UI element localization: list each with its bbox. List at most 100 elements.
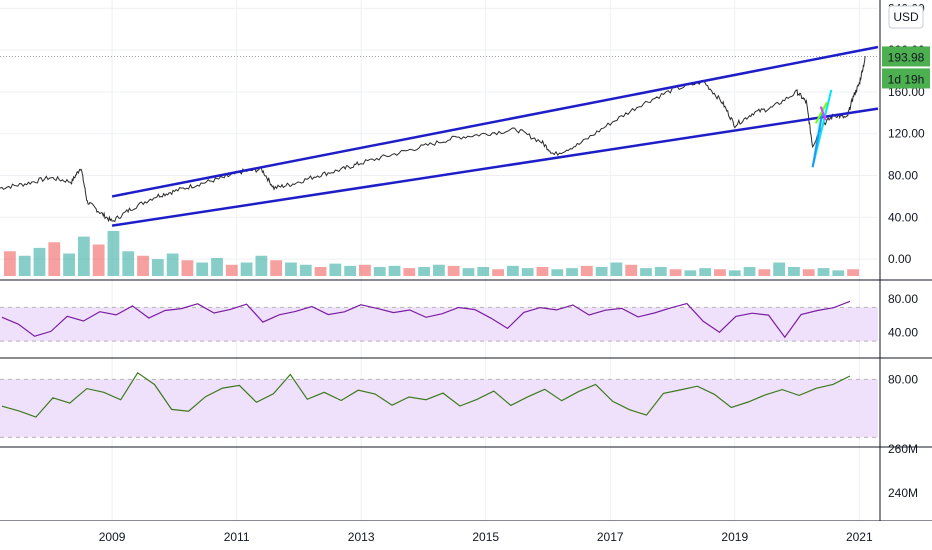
time-tick-label: 2019	[721, 530, 748, 544]
volume-bar	[166, 253, 179, 276]
volume-bar	[477, 267, 490, 276]
volume-bar	[610, 262, 623, 276]
volume-bar	[403, 268, 416, 276]
channel-upper-line[interactable]	[111, 45, 879, 198]
currency-label: USD	[893, 10, 919, 24]
volume-bar	[551, 269, 564, 276]
pitchfork-drawing[interactable]	[811, 89, 833, 168]
volume-bar	[536, 267, 549, 276]
time-tick-label: 2011	[224, 530, 250, 544]
stoch-band-fill	[0, 379, 878, 438]
time-axis[interactable]: 2009 2011 2013 2015 2017 2019 2021	[0, 521, 932, 550]
volume-bar	[714, 269, 726, 276]
pitchfork-line[interactable]	[814, 101, 828, 124]
rsi-series	[1, 300, 851, 339]
volume-bar	[137, 255, 149, 276]
volume-bar	[566, 268, 578, 276]
volume-bar	[388, 265, 401, 276]
time-tick-label: 2013	[348, 530, 375, 544]
volume-bar	[196, 262, 209, 276]
volume-bar	[63, 253, 75, 276]
volume-bar	[847, 269, 859, 276]
volume-bar	[788, 267, 800, 276]
stoch-line	[1, 371, 851, 418]
volume-bar	[580, 265, 593, 276]
volume-bar	[802, 269, 815, 276]
rsi-tick-label: 80.00	[888, 292, 918, 306]
rsi-band	[0, 306, 878, 342]
volume-bar	[654, 267, 667, 276]
rsi-band-fill	[0, 307, 878, 342]
volume-bar	[225, 264, 238, 276]
stoch-tick-label: 80.00	[888, 372, 918, 386]
volume-bar	[18, 255, 31, 276]
last-price-label: 193.98	[888, 50, 925, 64]
volume-bar	[344, 265, 357, 276]
volume-bar	[758, 269, 771, 276]
volume-bar	[418, 267, 430, 276]
price-tick-label: 0.00	[888, 252, 912, 266]
volume-bar	[684, 270, 697, 276]
rsi-tick-label: 40.00	[888, 326, 918, 340]
volume-bar	[285, 262, 297, 276]
time-tick-label: 2017	[597, 530, 624, 544]
time-tick-label: 2021	[846, 530, 873, 544]
price-line	[0, 55, 866, 223]
rsi-line	[1, 300, 851, 339]
volume-bar	[699, 268, 712, 276]
volume-bar	[832, 270, 845, 276]
countdown-badge	[882, 68, 930, 89]
volume-bar	[773, 262, 786, 276]
volume-bar	[107, 231, 120, 276]
volume-bar	[433, 264, 445, 276]
volume-bar	[462, 268, 475, 276]
price-tick-label: 80.00	[888, 169, 918, 183]
volume-bars	[4, 231, 859, 276]
volume-tick-label: 240M	[888, 486, 918, 500]
volume-bar	[447, 265, 460, 276]
time-tick-label: 2015	[472, 530, 499, 544]
volume-bar	[506, 265, 519, 276]
channel-lower-line[interactable]	[111, 107, 879, 227]
volume-bar	[48, 242, 61, 276]
countdown-label: 1d 19h	[888, 72, 925, 86]
volume-bar	[595, 267, 608, 276]
volume-bar	[240, 262, 253, 276]
volume-bar	[122, 251, 135, 276]
price-tick-label: 40.00	[888, 210, 918, 224]
volume-bar	[4, 251, 16, 276]
stoch-band	[0, 378, 878, 438]
volume-bar	[255, 255, 268, 276]
volume-bar	[33, 247, 46, 276]
volume-bar	[669, 269, 682, 276]
volume-bar	[359, 264, 371, 276]
price-badges: 193.98 1d 19h	[882, 46, 930, 89]
price-series	[0, 55, 866, 223]
volume-bar	[521, 268, 534, 276]
currency-button[interactable]: USD	[888, 5, 924, 29]
volume-bar	[492, 269, 504, 276]
stoch-series	[1, 371, 851, 418]
volume-bar	[640, 268, 652, 276]
volume-bar	[151, 259, 164, 276]
volume-tick-label: 260M	[888, 442, 918, 456]
time-axis-background	[0, 521, 932, 550]
volume-bar	[77, 236, 90, 276]
price-tick-label: 120.00	[888, 127, 925, 141]
volume-bar	[270, 260, 283, 276]
pitchfork-line[interactable]	[811, 107, 825, 168]
volume-bar	[373, 267, 386, 276]
last-price-badge	[882, 46, 930, 67]
pitchfork-line[interactable]	[819, 106, 827, 121]
volume-bar	[728, 270, 741, 276]
volume-bar	[329, 263, 342, 276]
time-tick-label: 2009	[99, 530, 126, 544]
volume-bar	[625, 264, 638, 276]
volume-bar	[92, 244, 105, 276]
volume-bar	[314, 267, 327, 276]
trend-channel[interactable]	[111, 45, 879, 227]
price-tick-label: 160.00	[888, 85, 925, 99]
volume-bar	[743, 267, 756, 276]
volume-bar	[211, 258, 223, 276]
